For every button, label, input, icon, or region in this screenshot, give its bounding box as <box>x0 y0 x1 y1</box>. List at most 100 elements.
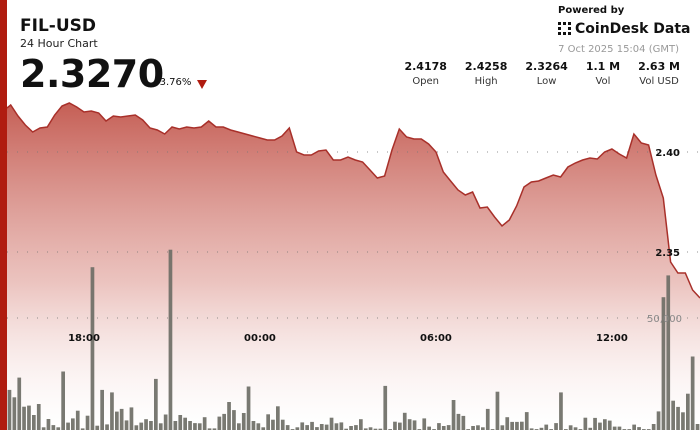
volume-bar <box>173 421 178 430</box>
stat-value: 2.4258 <box>464 60 508 73</box>
volume-bar <box>237 423 241 430</box>
volume-bar <box>124 420 129 430</box>
volume-bar <box>197 423 202 430</box>
volume-bar <box>554 423 558 430</box>
volume-bar <box>461 415 466 430</box>
volume-bar <box>568 425 573 430</box>
volume-bar <box>422 418 427 430</box>
axis-labels: 2.40 2.35 50,000 18:00 00:00 06:00 12:00 <box>68 148 682 344</box>
volume-bar <box>222 413 226 430</box>
volume-bar <box>363 428 368 430</box>
volume-bar <box>349 426 353 430</box>
price-area <box>7 103 700 430</box>
volume-bar <box>17 377 22 430</box>
volume-bar <box>149 421 153 430</box>
stat-value: 2.63 M <box>638 60 680 73</box>
volume-bar <box>207 428 212 430</box>
volume-bar <box>451 400 456 430</box>
volume-bar <box>32 415 36 430</box>
volume-bar <box>544 424 549 430</box>
volume-bar <box>310 421 314 430</box>
volume-bar <box>22 406 26 430</box>
volume-bar <box>617 426 622 430</box>
stat-vol: 1.1 M Vol <box>586 60 620 87</box>
price-change: -3.76% <box>156 77 192 88</box>
volume-bar <box>241 413 246 430</box>
volume-bar <box>305 425 309 430</box>
volume-bar <box>168 249 173 430</box>
stat-label: Vol USD <box>639 76 679 87</box>
volume-bars <box>7 249 700 430</box>
volume-bar <box>402 412 407 430</box>
symbol-title: FIL-USD <box>20 16 96 36</box>
volume-bar <box>188 421 192 430</box>
volume-bar <box>329 417 334 430</box>
triangle-down-icon <box>197 80 207 89</box>
volume-bar <box>632 424 636 430</box>
volume-bar <box>378 428 383 430</box>
price-line <box>6 102 700 299</box>
volume-bar <box>393 421 397 430</box>
volume-bar <box>202 417 207 430</box>
stat-label: Open <box>412 76 440 87</box>
chart-subtitle: 24 Hour Chart <box>20 37 98 50</box>
volume-bar <box>441 426 446 430</box>
volume-bar <box>529 428 534 430</box>
volume-bar <box>373 428 378 430</box>
volume-bar <box>319 424 324 430</box>
volume-bar <box>407 419 412 430</box>
volume-bar <box>115 411 119 430</box>
accent-bar <box>0 0 7 430</box>
volume-bar <box>485 408 490 430</box>
volume-bar <box>232 410 236 430</box>
volume-bar <box>607 420 612 430</box>
stat-low: 2.3264 Low <box>525 60 567 87</box>
stat-value: 2.3264 <box>525 60 568 73</box>
volume-bar <box>80 428 85 430</box>
volume-bar <box>178 415 183 430</box>
volume-bar <box>27 405 31 430</box>
volume-bar <box>251 421 256 430</box>
volume-bar <box>110 392 114 430</box>
coindesk-logo-icon <box>558 22 572 36</box>
volume-tick-label: 50,000 <box>647 314 682 325</box>
volume-bar <box>227 402 231 430</box>
stat-label: Low <box>536 76 557 87</box>
volume-bar <box>427 426 431 430</box>
price-tick-label: 2.40 <box>655 148 680 159</box>
volume-bar <box>612 426 617 430</box>
volume-bar <box>446 425 451 430</box>
timestamp: 7 Oct 2025 15:04 (GMT) <box>558 44 679 55</box>
volume-bar <box>354 425 358 430</box>
volume-bar <box>66 422 70 430</box>
volume-bar <box>603 419 607 430</box>
volume-bar <box>412 420 417 430</box>
volume-bar <box>100 389 104 430</box>
volume-bar <box>154 378 158 430</box>
volume-bar <box>300 422 305 430</box>
volume-bar <box>666 275 671 430</box>
time-tick-label: 06:00 <box>420 333 452 344</box>
volume-bar <box>520 421 524 430</box>
volume-bar <box>41 427 46 430</box>
volume-bar <box>681 412 685 430</box>
volume-bar <box>583 417 588 430</box>
volume-bar <box>119 408 124 430</box>
volume-bar <box>676 406 680 430</box>
volume-bar <box>500 425 505 430</box>
volume-bar <box>90 267 95 430</box>
volume-bar <box>36 404 41 430</box>
volume-bar <box>271 419 275 430</box>
volume-bar <box>75 410 80 430</box>
volume-bar <box>193 423 197 430</box>
volume-bar <box>163 414 168 430</box>
volume-bar <box>368 427 373 430</box>
volume-bar <box>437 423 441 430</box>
volume-bar <box>61 371 65 430</box>
volume-bar <box>56 427 61 430</box>
volume-bar <box>637 427 641 430</box>
price-tick-label: 2.35 <box>655 248 680 259</box>
volume-bar <box>12 397 17 430</box>
volume-bar <box>7 389 12 430</box>
